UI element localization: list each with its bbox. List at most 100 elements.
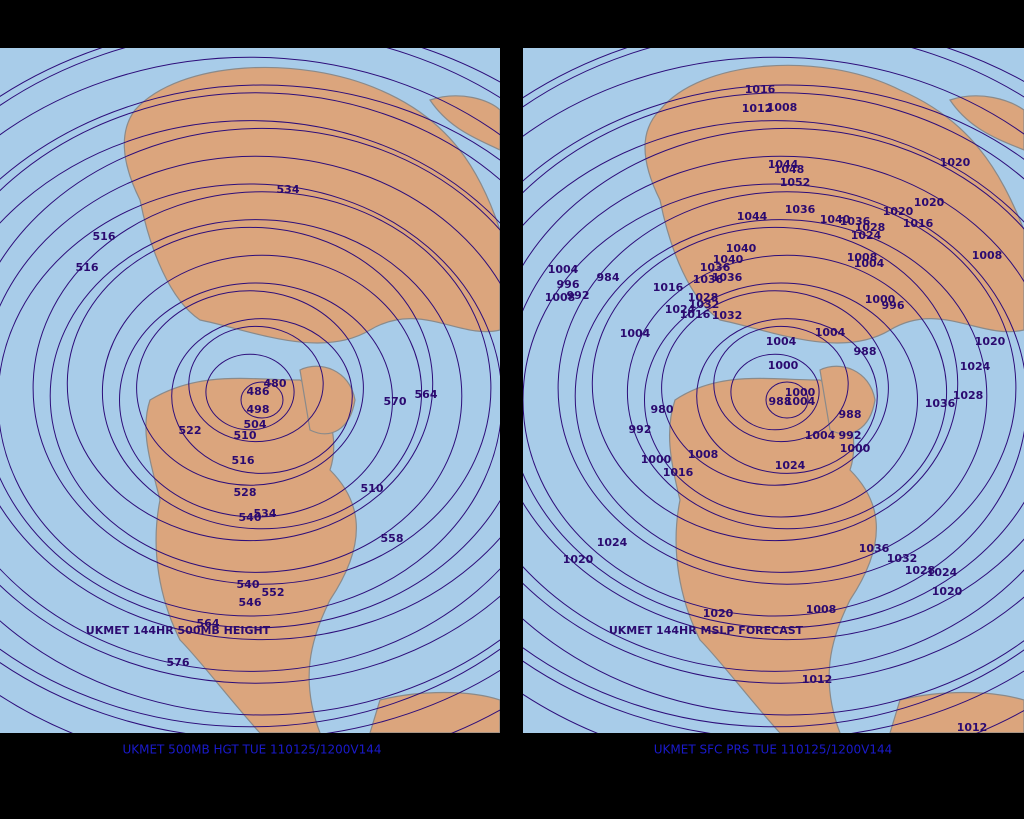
map-title: UKMET 144HR 500MB HEIGHT (86, 624, 271, 637)
contour-label: 1016 (745, 83, 776, 96)
contour-label: 1000 (768, 359, 799, 372)
contour-label: 546 (239, 596, 262, 609)
contour (0, 155, 500, 629)
contour (523, 92, 1024, 684)
contour-label: 1048 (774, 163, 805, 176)
contour-group (0, 48, 500, 733)
contour (171, 318, 353, 474)
contour-label: 1000 (840, 442, 871, 455)
contour-label: 558 (381, 532, 404, 545)
contour-label: 1036 (693, 273, 724, 286)
contour (644, 282, 918, 518)
contour-label: 504 (244, 418, 267, 431)
contour-label: 1008 (545, 291, 576, 304)
contour-label: 1024 (927, 566, 958, 579)
contour-label: 988 (839, 408, 862, 421)
contour-label: 1020 (563, 553, 594, 566)
contour (188, 325, 324, 443)
contour (765, 381, 809, 419)
contour (66, 226, 434, 542)
contour-label: 1040 (820, 213, 851, 226)
contours (0, 48, 1024, 733)
contour-label: 528 (234, 486, 257, 499)
contour-label: 1012 (802, 673, 833, 686)
contour-label: 1044 (737, 210, 768, 223)
contour-label: 1004 (805, 429, 836, 442)
contour (0, 183, 500, 617)
contour-label: 510 (361, 482, 384, 495)
contour-label: 516 (93, 230, 116, 243)
contour-label: 516 (232, 454, 255, 467)
contour (523, 120, 1024, 672)
contour-label: 1020 (932, 585, 963, 598)
labels: 5165165345225165285405345105044984864805… (76, 83, 1006, 757)
contour-label: 480 (264, 377, 287, 390)
contour-label: 980 (651, 403, 674, 416)
contour-label: 984 (597, 271, 620, 284)
contour (626, 254, 948, 530)
contour-label: 1016 (903, 217, 934, 230)
contour-label: 540 (239, 511, 262, 524)
contour-label: 1032 (887, 552, 918, 565)
contour-label: 1040 (726, 242, 757, 255)
contour-label: 1008 (972, 249, 1003, 262)
contour-label: 1004 (548, 263, 579, 276)
contour (49, 219, 463, 573)
contour-label: 1020 (975, 335, 1006, 348)
contour-label: 1024 (597, 536, 628, 549)
contour (0, 120, 500, 672)
contour (523, 155, 1024, 629)
contour-label: 1032 (689, 298, 720, 311)
contour-label: 1008 (806, 603, 837, 616)
contour-label: 1020 (703, 607, 734, 620)
caption: UKMET SFC PRS TUE 110125/1200V144 (654, 743, 892, 757)
contour-label: 1024 (851, 229, 882, 242)
contour-label: 1024 (775, 459, 806, 472)
contour (136, 290, 364, 486)
contour-label: 1020 (914, 196, 945, 209)
contour-label: 564 (415, 388, 438, 401)
contour (591, 226, 959, 542)
contour-label: 1052 (780, 176, 811, 189)
caption: UKMET 500MB HGT TUE 110125/1200V144 (122, 743, 381, 757)
contour (661, 290, 889, 486)
contour-label: 534 (254, 507, 277, 520)
contour (32, 191, 492, 585)
map-title: UKMET 144HR MSLP FORECAST (609, 624, 804, 637)
contour (523, 183, 1024, 617)
contour (0, 92, 500, 684)
contour-label: 1016 (653, 281, 684, 294)
contour-label: 1004 (854, 257, 885, 270)
contour-label: 1044 (768, 158, 799, 171)
contour-label: 1040 (713, 253, 744, 266)
contour-label: 988 (854, 345, 877, 358)
contour-label: 486 (247, 385, 270, 398)
contour-label: 564 (197, 617, 220, 630)
contour-label: 576 (167, 656, 190, 669)
contour-label: 1008 (688, 448, 719, 461)
contour (557, 191, 1017, 585)
contour-label: 1036 (712, 271, 743, 284)
contour-label: 1008 (847, 251, 878, 264)
contour-label: 1036 (859, 542, 890, 555)
contour-label: 1036 (925, 397, 956, 410)
contour (523, 84, 1024, 716)
contour-label: 1004 (620, 327, 651, 340)
contour (119, 282, 393, 518)
contour (730, 353, 820, 431)
contour-label: 1028 (905, 564, 936, 577)
contour-label: 1016 (663, 466, 694, 479)
contour-label: 1000 (641, 453, 672, 466)
contour-group (523, 48, 1024, 733)
map-left (0, 48, 500, 733)
contour-label: 1028 (688, 291, 719, 304)
contour-label: 1000 (865, 293, 896, 306)
contour (0, 127, 500, 641)
contour-label: 1020 (883, 205, 914, 218)
contour-label: 1000 (785, 386, 816, 399)
contour-label: 1028 (953, 389, 984, 402)
contour-label: 1012 (742, 102, 773, 115)
contour (574, 219, 988, 573)
contour (240, 381, 284, 419)
